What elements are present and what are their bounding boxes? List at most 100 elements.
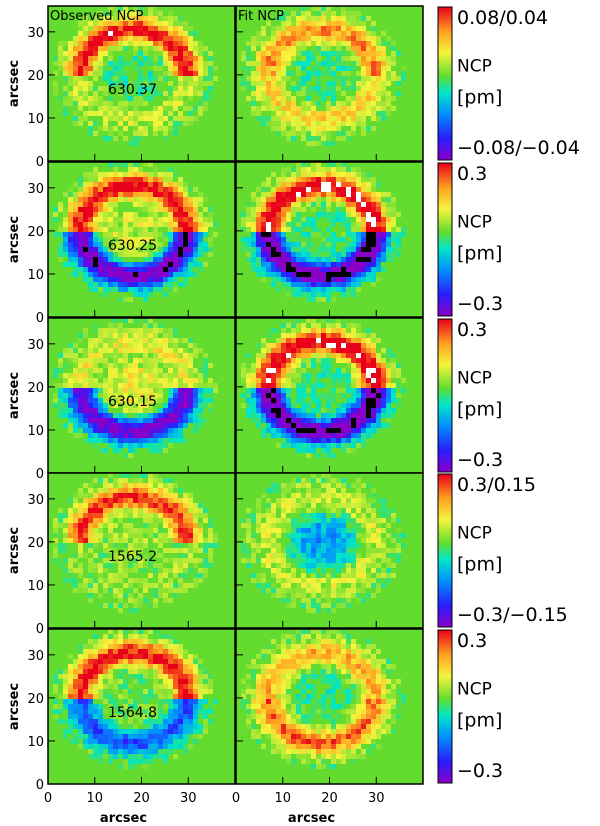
heatmap-cell — [261, 493, 266, 498]
heatmap-cell — [301, 207, 306, 212]
heatmap-cell — [276, 212, 281, 217]
heatmap-cell — [336, 328, 341, 333]
heatmap-cell — [178, 543, 183, 548]
heatmap-cell — [361, 61, 366, 66]
heatmap-cell — [341, 277, 346, 282]
heatmap-cell — [153, 111, 158, 116]
heatmap-cell — [88, 383, 93, 388]
heatmap-cell — [168, 538, 173, 543]
heatmap-cell — [361, 423, 366, 428]
heatmap-cell — [251, 388, 256, 393]
heatmap-cell — [311, 207, 316, 212]
heatmap-cell — [133, 41, 138, 46]
heatmap-cell — [336, 523, 341, 528]
heatmap-cell — [148, 31, 153, 36]
heatmap-cell — [123, 503, 128, 508]
heatmap-cell — [153, 126, 158, 131]
heatmap-cell — [113, 272, 118, 277]
heatmap-cell — [103, 383, 108, 388]
heatmap-cell — [93, 368, 98, 373]
heatmap-cell — [88, 287, 93, 292]
heatmap-cell — [371, 71, 376, 76]
heatmap-cell — [261, 227, 266, 232]
heatmap-cell — [351, 533, 356, 538]
heatmap-cell — [376, 373, 381, 378]
heatmap-cell — [173, 182, 178, 187]
heatmap-cell — [203, 66, 208, 71]
heatmap-cell — [123, 162, 128, 167]
heatmap-cell — [168, 558, 173, 563]
heatmap-cell — [103, 207, 108, 212]
heatmap-cell — [183, 101, 188, 106]
heatmap-cell — [251, 403, 256, 408]
heatmap-cell — [371, 558, 376, 563]
heatmap-cell — [311, 277, 316, 282]
heatmap-cell — [123, 267, 128, 272]
heatmap-cell — [133, 558, 138, 563]
heatmap-cell — [361, 353, 366, 358]
heatmap-cell — [93, 257, 98, 262]
heatmap-cell — [178, 51, 183, 56]
heatmap-cell — [391, 413, 396, 418]
heatmap-cell — [193, 76, 198, 81]
heatmap-cell — [246, 242, 251, 247]
heatmap-cell — [153, 16, 158, 21]
heatmap-cell — [346, 116, 351, 121]
heatmap-cell — [261, 358, 266, 363]
heatmap-cell — [311, 338, 316, 343]
heatmap-cell — [246, 81, 251, 86]
heatmap-cell — [276, 61, 281, 66]
heatmap-cell — [296, 448, 301, 453]
heatmap-cell — [108, 262, 113, 267]
heatmap-cell — [98, 277, 103, 282]
heatmap-cell — [381, 408, 386, 413]
heatmap-cell — [103, 413, 108, 418]
heatmap-cell — [321, 408, 326, 413]
heatmap-cell — [266, 378, 271, 383]
heatmap-cell — [336, 513, 341, 518]
heatmap-cell — [118, 187, 123, 192]
heatmap-cell — [73, 358, 78, 363]
heatmap-cell — [78, 433, 83, 438]
heatmap-cell — [281, 503, 286, 508]
heatmap-cell — [158, 51, 163, 56]
heatmap-cell — [198, 413, 203, 418]
heatmap-cell — [361, 207, 366, 212]
heatmap-cell — [203, 418, 208, 423]
heatmap-cell — [356, 543, 361, 548]
heatmap-cell — [153, 418, 158, 423]
heatmap-cell — [108, 433, 113, 438]
heatmap-cell — [296, 493, 301, 498]
heatmap-cell — [321, 518, 326, 523]
heatmap-cell — [153, 603, 158, 608]
heatmap-cell — [291, 242, 296, 247]
heatmap-cell — [168, 508, 173, 513]
heatmap-cell — [148, 76, 153, 81]
heatmap-cell — [286, 242, 291, 247]
heatmap-cell — [331, 162, 336, 167]
heatmap-cell — [113, 111, 118, 116]
heatmap-cell — [158, 272, 163, 277]
heatmap-cell — [376, 533, 381, 538]
heatmap-cell — [83, 91, 88, 96]
heatmap-cell — [193, 257, 198, 262]
heatmap-cell — [336, 498, 341, 503]
heatmap-cell — [203, 543, 208, 548]
heatmap-cell — [376, 563, 381, 568]
heatmap-cell — [351, 81, 356, 86]
heatmap-cell — [133, 503, 138, 508]
heatmap-cell — [371, 177, 376, 182]
heatmap-cell — [173, 101, 178, 106]
heatmap-cell — [366, 563, 371, 568]
heatmap-cell — [286, 438, 291, 443]
heatmap-cell — [183, 91, 188, 96]
heatmap-cell — [361, 16, 366, 21]
heatmap-cell — [88, 343, 93, 348]
heatmap-cell — [271, 348, 276, 353]
heatmap-cell — [361, 348, 366, 353]
heatmap-cell — [98, 207, 103, 212]
heatmap-cell — [316, 493, 321, 498]
heatmap-cell — [356, 338, 361, 343]
heatmap-cell — [341, 182, 346, 187]
heatmap-cell — [371, 333, 376, 338]
